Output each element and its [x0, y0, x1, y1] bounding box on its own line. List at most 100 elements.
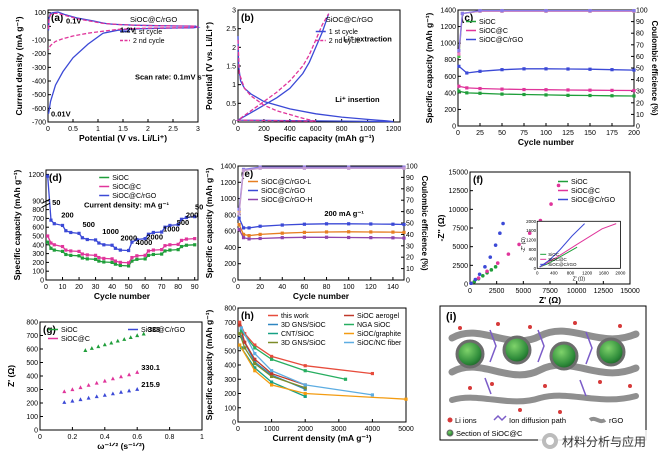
x-tick-label: 7500 [542, 288, 558, 295]
data-point [632, 68, 636, 72]
y-tick-label: 800 [444, 57, 456, 64]
x-tick-label: 1000 [360, 126, 376, 133]
data-point [493, 265, 498, 269]
data-point [69, 230, 73, 235]
data-point [302, 230, 306, 234]
legend-entry: this work [281, 313, 309, 320]
rgo-sheet-2 [448, 361, 640, 379]
x-axis-label: Cycle number [518, 137, 575, 147]
data-point [179, 244, 184, 249]
y-tick-label: 300 [26, 387, 38, 394]
x-tick-label: 40 [108, 284, 116, 291]
data-point [517, 242, 521, 247]
x-tick-label: 400 [284, 126, 296, 133]
x-tick-label: 60 [301, 284, 309, 291]
y-tick-label: 900 [32, 198, 44, 205]
inset-legend-entry: SiOC@C/rGO [548, 262, 577, 267]
y2-tick-label: 20 [636, 100, 644, 107]
data-point [176, 248, 180, 252]
data-point [243, 340, 247, 344]
data-point [632, 94, 636, 98]
data-point [544, 88, 548, 92]
data-point [483, 265, 487, 269]
data-point [160, 230, 164, 234]
y-tick-label: 1000 [440, 41, 456, 48]
y2-tick-label: 100 [636, 8, 648, 15]
data-point [70, 387, 75, 392]
y-tick-label: -300 [32, 65, 46, 72]
legend-entry: SiOC@C [61, 336, 90, 343]
data-point [130, 255, 134, 260]
li-ions [458, 321, 632, 414]
data-point [238, 323, 242, 327]
data-point [143, 253, 147, 257]
y-tick-label: 600 [444, 74, 456, 81]
series-line-0 [458, 90, 635, 97]
data-point [135, 333, 140, 338]
y-tick-label: 2 [232, 45, 236, 52]
legend-entry: SiOC@C/rGO-H [261, 197, 312, 204]
data-point [93, 253, 98, 257]
x-tick-label: 600 [310, 126, 322, 133]
plot-frame [45, 169, 199, 281]
y-axis-label: Current density (mA g⁻¹) [14, 16, 24, 115]
y-tick-label: 400 [444, 90, 456, 97]
y-tick-label: 100 [32, 269, 44, 276]
x-tick-label: 100 [343, 284, 355, 291]
data-point [498, 231, 502, 236]
data-point [102, 243, 106, 247]
data-point [544, 93, 548, 97]
legend-entry: 2 nd cycle [329, 38, 361, 45]
data-point [49, 241, 53, 245]
data-point [280, 231, 284, 235]
y-tick-label: -100 [32, 38, 46, 45]
data-point [280, 236, 284, 240]
data-point [113, 246, 117, 250]
data-point [46, 174, 50, 178]
data-point [160, 248, 164, 252]
data-point [247, 234, 251, 238]
chart-panel-a: (a) 0 0.5 1 1.5 2 2.5 3 -700 -600 -500 -400 -300 -200… [14, 9, 209, 143]
y2-tick-label: 60 [406, 209, 414, 216]
data-point [83, 348, 88, 352]
x-tick-label: 75 [520, 130, 528, 137]
data-point [253, 346, 257, 350]
data-point [544, 8, 548, 13]
x-tick-label: 1.5 [118, 126, 128, 133]
data-point [102, 378, 107, 383]
series-line-1 [458, 85, 635, 92]
data-point [324, 230, 329, 234]
data-point [270, 374, 274, 378]
x-tick-label: 0 [38, 434, 42, 441]
x-tick-label: 2 [146, 126, 150, 133]
legend-rgo-icon [588, 416, 607, 424]
panel-label: (c) [461, 13, 473, 24]
plot-frame [237, 9, 401, 123]
data-point [253, 361, 257, 366]
data-point [146, 249, 151, 253]
data-point [113, 262, 117, 266]
inset-y-tick-label: 400 [529, 256, 537, 261]
data-point [391, 222, 395, 226]
series-line-1 [236, 13, 330, 122]
x-tick-label: 200 [628, 130, 640, 137]
data-point [632, 88, 636, 93]
data-point [135, 370, 140, 374]
y-tick-label: 1.5 [226, 64, 236, 71]
watermark-text: 材料分析与应用 [561, 434, 646, 449]
y2-tick-label: 90 [636, 19, 644, 26]
data-point [347, 222, 351, 226]
x-tick-label: 0 [44, 284, 48, 291]
series-line-1 [47, 235, 195, 264]
data-point [163, 225, 167, 229]
y-tick-label: 1200 [220, 180, 236, 187]
y2-tick-label: 40 [636, 77, 644, 84]
y2-tick-label: 30 [636, 89, 644, 96]
x-tick-label: 100 [540, 130, 552, 137]
data-point [253, 369, 257, 373]
inset-y-tick-label: 2000 [526, 219, 537, 224]
data-point [135, 387, 140, 391]
legend-section-icon [446, 429, 454, 437]
legend-entry: SiOC [571, 179, 588, 186]
watermark: 材料分析与应用 [537, 430, 650, 452]
